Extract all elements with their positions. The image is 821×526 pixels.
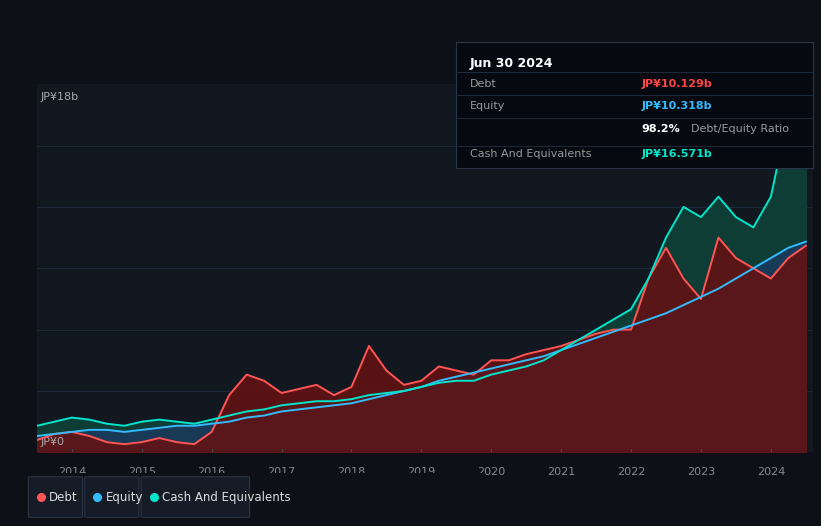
- Text: JP¥18b: JP¥18b: [40, 93, 79, 103]
- Text: Cash And Equivalents: Cash And Equivalents: [162, 491, 291, 503]
- Text: Debt/Equity Ratio: Debt/Equity Ratio: [691, 124, 789, 134]
- Text: 2017: 2017: [268, 467, 296, 477]
- Text: 2018: 2018: [337, 467, 365, 477]
- Text: 2021: 2021: [547, 467, 576, 477]
- FancyBboxPatch shape: [28, 477, 83, 518]
- Text: 2023: 2023: [687, 467, 715, 477]
- Text: Jun 30 2024: Jun 30 2024: [470, 57, 553, 70]
- Text: JP¥10.318b: JP¥10.318b: [641, 102, 712, 112]
- Text: Debt: Debt: [49, 491, 78, 503]
- Text: Cash And Equivalents: Cash And Equivalents: [470, 149, 591, 159]
- Text: Debt: Debt: [470, 79, 497, 89]
- FancyBboxPatch shape: [141, 477, 250, 518]
- FancyBboxPatch shape: [85, 477, 139, 518]
- Text: JP¥16.571b: JP¥16.571b: [641, 149, 712, 159]
- Text: Equity: Equity: [470, 102, 505, 112]
- Text: JP¥10.129b: JP¥10.129b: [641, 79, 712, 89]
- Text: 98.2%: 98.2%: [641, 124, 680, 134]
- Text: 2020: 2020: [477, 467, 506, 477]
- Text: JP¥0: JP¥0: [40, 437, 64, 447]
- Text: 2019: 2019: [407, 467, 435, 477]
- Text: 2022: 2022: [617, 467, 645, 477]
- Text: 2015: 2015: [128, 467, 156, 477]
- Text: 2024: 2024: [757, 467, 785, 477]
- Text: 2014: 2014: [57, 467, 86, 477]
- Text: 2016: 2016: [198, 467, 226, 477]
- Text: Equity: Equity: [106, 491, 143, 503]
